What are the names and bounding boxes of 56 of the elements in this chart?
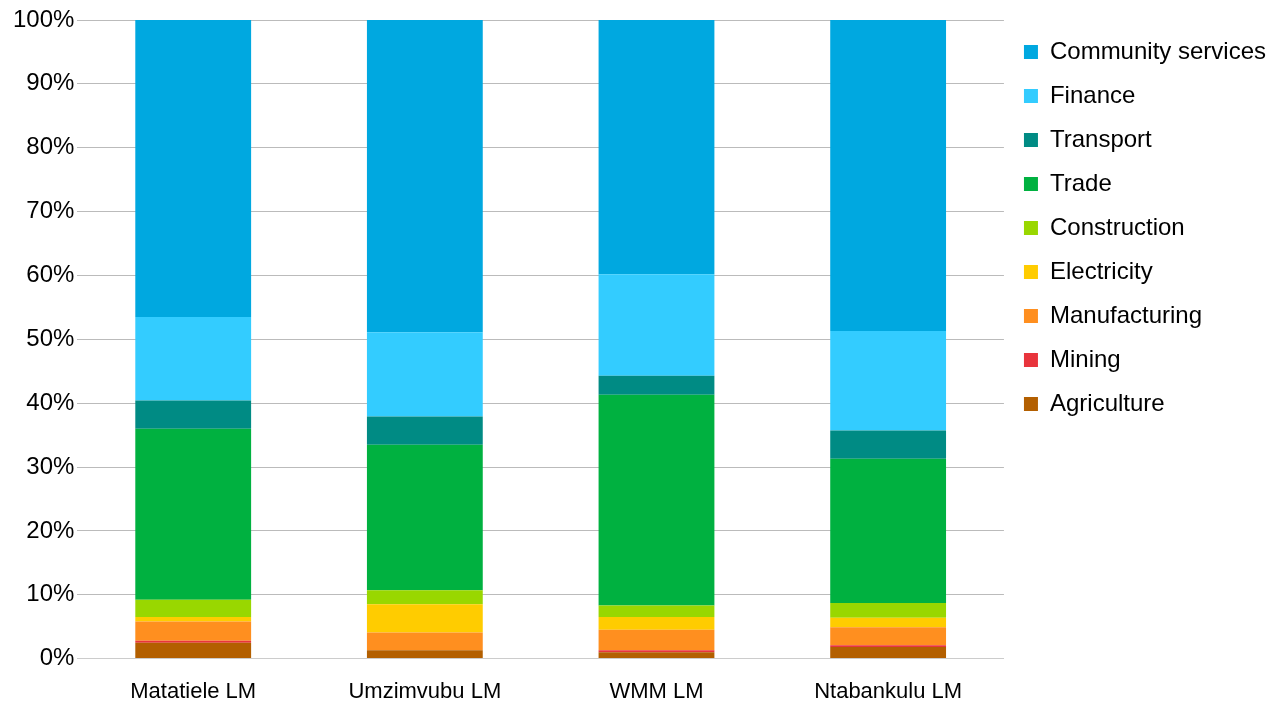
bar xyxy=(830,20,947,331)
bar xyxy=(598,375,715,395)
bar xyxy=(135,316,252,401)
bar xyxy=(135,642,252,659)
bar xyxy=(598,617,715,630)
legend-label: Mining xyxy=(1049,344,1121,372)
bar xyxy=(366,444,483,591)
bar xyxy=(366,416,483,445)
bar xyxy=(830,331,947,431)
y-tick-label: 20% xyxy=(26,515,75,543)
bar xyxy=(598,629,715,651)
x-tick-label: Ntabankulu LM xyxy=(814,677,963,703)
bar xyxy=(135,621,252,641)
y-tick-label: 100% xyxy=(12,4,75,32)
bar xyxy=(135,617,252,622)
bar xyxy=(598,652,715,659)
y-tick-label: 60% xyxy=(26,260,75,288)
bar xyxy=(366,332,483,417)
bar xyxy=(830,603,947,618)
legend-label: Construction xyxy=(1049,212,1185,240)
bar xyxy=(135,428,252,600)
legend-label: Finance xyxy=(1049,80,1136,108)
bar xyxy=(830,430,947,459)
legend-label: Trade xyxy=(1049,168,1112,196)
bar xyxy=(366,590,483,605)
x-tick-label: Umzimvubu LM xyxy=(348,677,502,703)
bar xyxy=(830,647,947,659)
bar xyxy=(830,617,947,628)
y-tick-label: 30% xyxy=(26,451,75,479)
bar xyxy=(598,605,715,618)
bar xyxy=(598,394,715,606)
bar xyxy=(366,632,483,651)
y-tick-label: 0% xyxy=(39,643,75,671)
x-tick-label: WMM LM xyxy=(609,677,704,703)
bar xyxy=(135,20,252,317)
legend-label: Community services xyxy=(1049,36,1266,64)
bar xyxy=(135,599,252,618)
legend-label: Manufacturing xyxy=(1049,300,1203,328)
y-tick-label: 80% xyxy=(26,132,75,160)
y-tick-label: 50% xyxy=(26,323,75,351)
bar xyxy=(598,274,715,376)
bar xyxy=(135,400,252,429)
bar xyxy=(366,604,483,633)
y-tick-label: 10% xyxy=(26,579,75,607)
y-tick-label: 70% xyxy=(26,196,75,224)
legend-label: Transport xyxy=(1049,124,1153,152)
bar xyxy=(830,458,947,604)
x-tick-label: Matatiele LM xyxy=(130,677,257,703)
bar xyxy=(366,20,483,333)
bar xyxy=(830,627,947,646)
legend-label: Agriculture xyxy=(1049,388,1165,416)
bar xyxy=(366,650,483,659)
bar xyxy=(598,20,715,275)
legend-label: Electricity xyxy=(1049,256,1153,284)
y-tick-label: 40% xyxy=(26,387,75,415)
y-tick-label: 90% xyxy=(26,68,75,96)
